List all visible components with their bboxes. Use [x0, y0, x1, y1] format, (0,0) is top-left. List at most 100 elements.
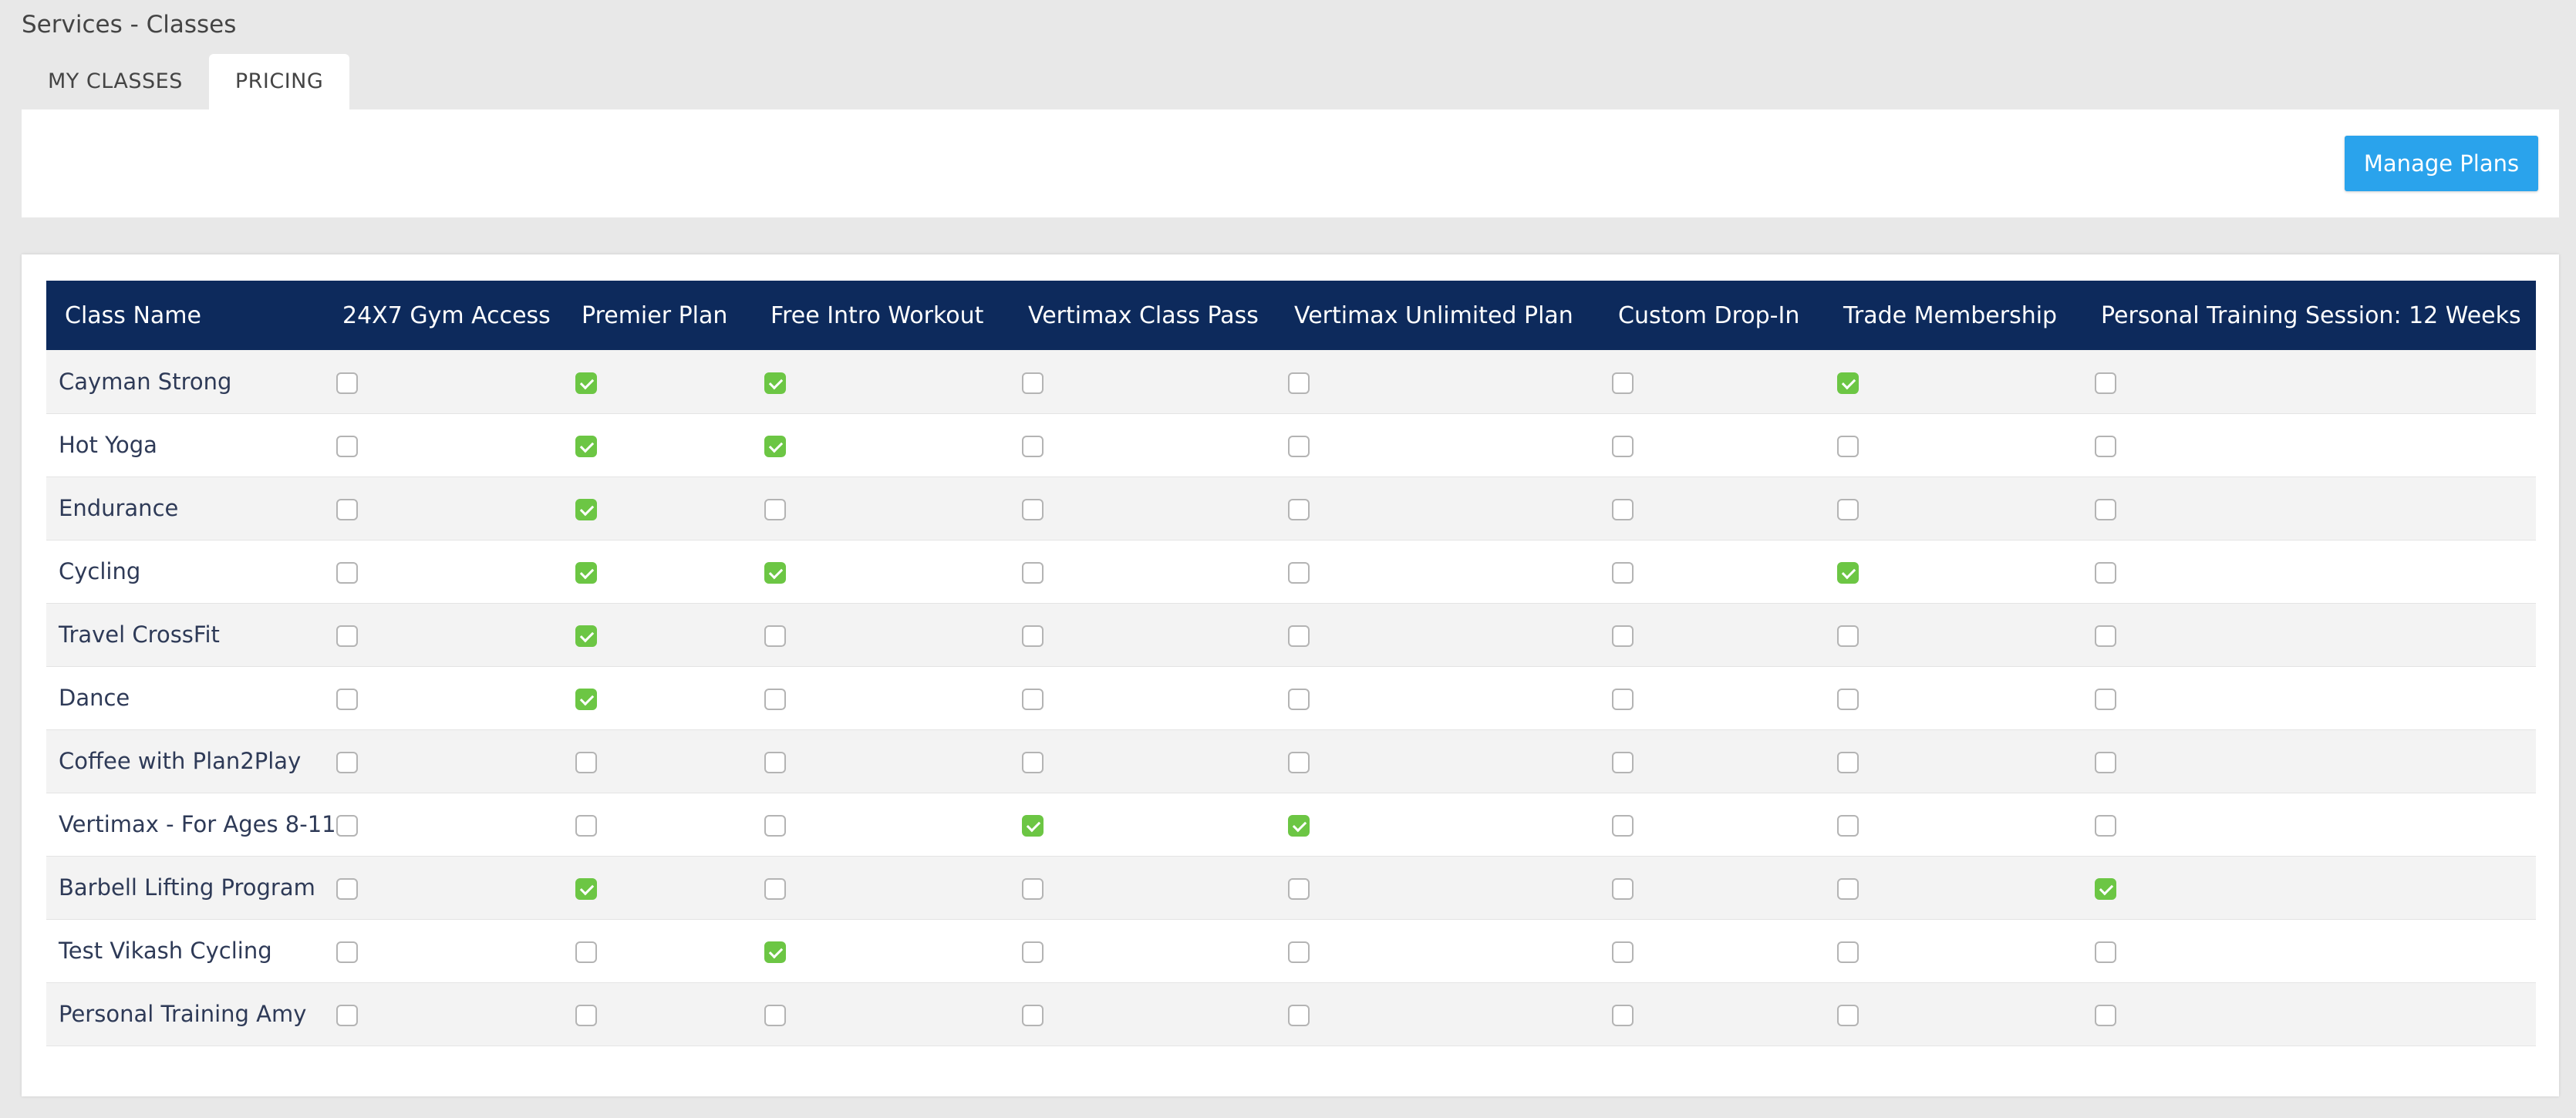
plan-checkbox[interactable]: [2095, 562, 2116, 584]
plan-checkbox[interactable]: [1837, 499, 1859, 520]
plan-checkbox[interactable]: [2095, 941, 2116, 963]
plan-checkbox[interactable]: [1022, 941, 1044, 963]
plan-checkbox[interactable]: [1612, 1005, 1634, 1026]
plan-checkbox[interactable]: [2095, 499, 2116, 520]
plan-checkbox[interactable]: [764, 1005, 786, 1026]
plan-checkbox[interactable]: [1837, 815, 1859, 837]
plan-checkbox[interactable]: [575, 752, 597, 773]
plan-checkbox[interactable]: [764, 625, 786, 647]
pricing-table-panel: Class Name 24X7 Gym Access Premier Plan Fre…: [22, 254, 2559, 1096]
plan-checkbox[interactable]: [1022, 1005, 1044, 1026]
plan-checkbox[interactable]: [336, 878, 358, 900]
plan-checkbox[interactable]: [336, 436, 358, 457]
plan-checkbox[interactable]: [1837, 1005, 1859, 1026]
plan-checkbox[interactable]: [1612, 815, 1634, 837]
plan-cell: [324, 856, 563, 919]
plan-checkbox[interactable]: [1288, 499, 1310, 520]
plan-checkbox[interactable]: [1612, 562, 1634, 584]
plan-checkbox[interactable]: [1022, 878, 1044, 900]
plan-checkbox[interactable]: [336, 562, 358, 584]
plan-checkbox[interactable]: [336, 941, 358, 963]
plan-checkbox[interactable]: [336, 752, 358, 773]
plan-checkbox-checked[interactable]: [575, 562, 597, 584]
plan-checkbox[interactable]: [764, 752, 786, 773]
plan-checkbox[interactable]: [2095, 815, 2116, 837]
plan-checkbox[interactable]: [2095, 1005, 2116, 1026]
plan-checkbox[interactable]: [1022, 372, 1044, 394]
plan-checkbox[interactable]: [575, 1005, 597, 1026]
plan-cell: [752, 982, 1010, 1046]
plan-checkbox[interactable]: [1837, 689, 1859, 710]
plan-checkbox[interactable]: [1612, 941, 1634, 963]
plan-checkbox-checked[interactable]: [575, 625, 597, 647]
plan-checkbox[interactable]: [1837, 878, 1859, 900]
plan-cell: [324, 540, 563, 603]
class-name-cell: Cayman Strong: [59, 368, 232, 395]
plan-checkbox[interactable]: [1612, 499, 1634, 520]
plan-checkbox[interactable]: [1288, 562, 1310, 584]
plan-checkbox[interactable]: [1837, 436, 1859, 457]
plan-checkbox[interactable]: [1288, 625, 1310, 647]
plan-checkbox[interactable]: [336, 815, 358, 837]
plan-checkbox[interactable]: [1612, 878, 1634, 900]
plan-checkbox[interactable]: [336, 689, 358, 710]
plan-checkbox-checked[interactable]: [1288, 815, 1310, 837]
plan-checkbox[interactable]: [2095, 372, 2116, 394]
plan-checkbox[interactable]: [2095, 752, 2116, 773]
plan-checkbox[interactable]: [575, 815, 597, 837]
plan-checkbox[interactable]: [1612, 625, 1634, 647]
plan-checkbox[interactable]: [1612, 689, 1634, 710]
plan-checkbox[interactable]: [1288, 689, 1310, 710]
plan-checkbox[interactable]: [575, 941, 597, 963]
plan-checkbox[interactable]: [1022, 752, 1044, 773]
column-header-plan: Personal Training Session: 12 Weeks: [2101, 301, 2521, 329]
plan-checkbox[interactable]: [1022, 689, 1044, 710]
plan-checkbox[interactable]: [336, 625, 358, 647]
plan-checkbox-checked[interactable]: [575, 499, 597, 520]
plan-checkbox[interactable]: [2095, 689, 2116, 710]
plan-checkbox-checked[interactable]: [575, 436, 597, 457]
plan-checkbox[interactable]: [336, 499, 358, 520]
plan-checkbox[interactable]: [1022, 499, 1044, 520]
plan-checkbox-checked[interactable]: [764, 562, 786, 584]
column-header-plan: Vertimax Unlimited Plan: [1294, 301, 1573, 329]
plan-checkbox[interactable]: [764, 689, 786, 710]
plan-checkbox-checked[interactable]: [1022, 815, 1044, 837]
plan-checkbox-checked[interactable]: [575, 372, 597, 394]
plan-checkbox-checked[interactable]: [1837, 562, 1859, 584]
plan-checkbox[interactable]: [336, 1005, 358, 1026]
column-header-plan: 24X7 Gym Access: [342, 301, 551, 329]
plan-checkbox[interactable]: [1612, 372, 1634, 394]
plan-checkbox-checked[interactable]: [2095, 878, 2116, 900]
plan-checkbox[interactable]: [1022, 436, 1044, 457]
plan-checkbox-checked[interactable]: [575, 878, 597, 900]
plan-checkbox[interactable]: [1288, 752, 1310, 773]
plan-checkbox[interactable]: [2095, 625, 2116, 647]
plan-checkbox[interactable]: [1612, 436, 1634, 457]
plan-checkbox[interactable]: [1288, 372, 1310, 394]
plan-checkbox[interactable]: [1022, 625, 1044, 647]
plan-checkbox[interactable]: [1837, 941, 1859, 963]
plan-checkbox[interactable]: [1288, 878, 1310, 900]
manage-plans-button[interactable]: Manage Plans: [2345, 136, 2538, 191]
plan-checkbox[interactable]: [1288, 436, 1310, 457]
plan-checkbox-checked[interactable]: [575, 689, 597, 710]
plan-checkbox[interactable]: [2095, 436, 2116, 457]
plan-checkbox[interactable]: [1288, 1005, 1310, 1026]
tab-my-classes[interactable]: MY CLASSES: [48, 69, 183, 93]
plan-checkbox[interactable]: [1837, 625, 1859, 647]
plan-checkbox[interactable]: [1837, 752, 1859, 773]
plan-checkbox[interactable]: [336, 372, 358, 394]
tab-pricing[interactable]: PRICING: [208, 54, 350, 109]
table-header-row: Class Name 24X7 Gym Access Premier Plan Fre…: [46, 281, 2536, 350]
plan-checkbox-checked[interactable]: [764, 372, 786, 394]
plan-checkbox[interactable]: [1612, 752, 1634, 773]
plan-checkbox[interactable]: [1288, 941, 1310, 963]
plan-checkbox[interactable]: [764, 815, 786, 837]
plan-checkbox-checked[interactable]: [764, 941, 786, 963]
plan-checkbox-checked[interactable]: [764, 436, 786, 457]
plan-checkbox-checked[interactable]: [1837, 372, 1859, 394]
plan-checkbox[interactable]: [1022, 562, 1044, 584]
plan-checkbox[interactable]: [764, 499, 786, 520]
plan-checkbox[interactable]: [764, 878, 786, 900]
